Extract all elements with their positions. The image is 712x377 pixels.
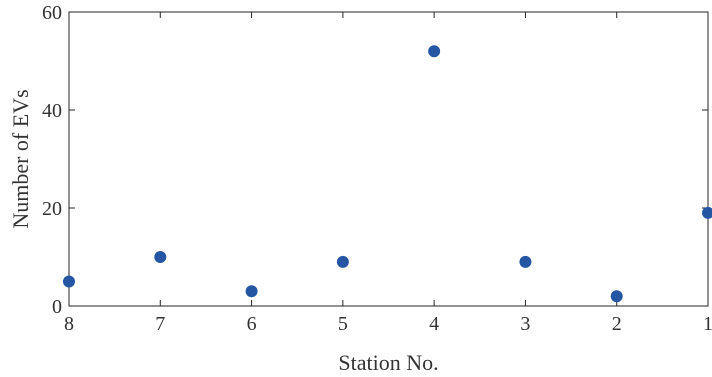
data-point bbox=[519, 255, 532, 268]
data-point bbox=[610, 290, 623, 303]
x-tick-label: 1 bbox=[703, 313, 712, 335]
y-axis-label: Number of EVs bbox=[8, 89, 33, 228]
plot-frame bbox=[68, 11, 709, 307]
data-point bbox=[63, 275, 75, 288]
x-tick-label: 4 bbox=[429, 313, 439, 335]
axes bbox=[68, 11, 709, 307]
y-tick-label: 60 bbox=[42, 2, 62, 24]
x-tick-label: 3 bbox=[520, 313, 530, 335]
x-ticks: 8 7 6 5 4 3 2 1 bbox=[64, 12, 712, 335]
y-tick-label: 20 bbox=[42, 198, 62, 220]
x-axis-label: Station No. bbox=[338, 350, 438, 375]
y-tick-label: 0 bbox=[52, 296, 62, 318]
data-points bbox=[63, 45, 712, 303]
y-tick-label: 40 bbox=[42, 100, 62, 122]
x-tick-label: 8 bbox=[64, 313, 74, 335]
data-point bbox=[245, 285, 258, 298]
data-point bbox=[336, 255, 349, 268]
x-tick-label: 6 bbox=[247, 313, 257, 335]
y-ticks: 0 20 40 60 bbox=[42, 2, 708, 318]
data-point bbox=[154, 251, 167, 263]
data-point bbox=[702, 206, 712, 219]
x-tick-label: 5 bbox=[338, 313, 348, 335]
data-point bbox=[428, 45, 441, 58]
x-tick-label: 2 bbox=[612, 313, 622, 335]
x-tick-label: 7 bbox=[155, 313, 165, 335]
